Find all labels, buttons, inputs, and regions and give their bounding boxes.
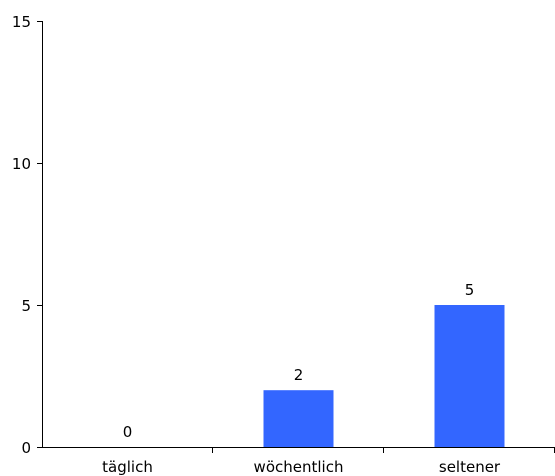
y-axis: 0 5 10 15 xyxy=(12,13,43,457)
data-label: 0 xyxy=(123,423,133,441)
y-tick-label: 15 xyxy=(12,13,31,31)
x-tick-label: wöchentlich xyxy=(254,458,344,476)
data-label: 2 xyxy=(294,366,304,384)
y-tick-label: 10 xyxy=(12,155,31,173)
x-axis: täglich wöchentlich seltener xyxy=(42,447,555,476)
y-tick-label: 5 xyxy=(21,297,31,315)
y-tick-label: 0 xyxy=(21,439,31,457)
bars: 0 2 5 xyxy=(123,281,505,447)
bar xyxy=(434,305,505,447)
bar xyxy=(263,390,334,447)
data-label: 5 xyxy=(465,281,475,299)
x-tick-label: seltener xyxy=(439,458,501,476)
x-tick-label: täglich xyxy=(102,458,153,476)
